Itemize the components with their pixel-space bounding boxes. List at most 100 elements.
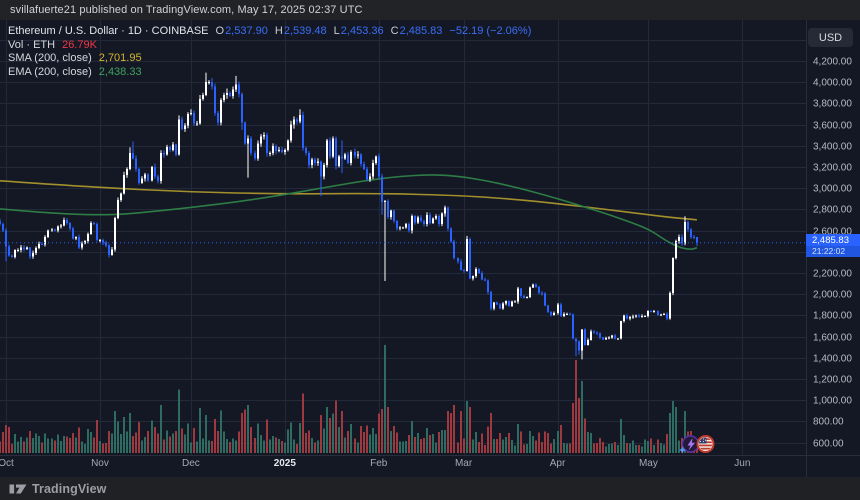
candle-body (405, 224, 407, 228)
candle-body (54, 229, 56, 231)
volume-bar (135, 432, 137, 453)
candle-body (617, 338, 619, 340)
volume-bar (257, 423, 259, 453)
candle-body (611, 335, 613, 338)
volume-bar (563, 442, 565, 453)
candle-body (472, 276, 474, 279)
price-tick-label: 3,200.00 (813, 163, 852, 174)
candle-body (420, 217, 422, 222)
candle-body (672, 258, 674, 294)
candle-body (193, 112, 195, 124)
volume-bar (275, 437, 277, 453)
time-axis-drag-area[interactable] (0, 456, 806, 477)
volume-bar (72, 432, 74, 453)
candle-body (235, 84, 237, 90)
volume-bar (75, 437, 77, 453)
volume-bar (54, 440, 56, 453)
volume-bar (647, 440, 649, 453)
chart-card: 4,200.00 4,000.00 3,800.00 3,600.00 3,400.00… (0, 20, 860, 477)
tradingview-logo-text: TradingView (32, 481, 107, 496)
volume-bar (57, 434, 59, 453)
candle-body (211, 82, 213, 87)
tradingview-logo-link[interactable]: TradingView (9, 482, 107, 496)
volume-bar (538, 432, 540, 453)
candle-body (223, 94, 225, 101)
price-tick-label: 2,600.00 (813, 227, 852, 238)
candle-body (266, 135, 268, 154)
lightning-sticker-icon[interactable] (679, 435, 700, 454)
candle-body (538, 286, 540, 294)
currency-toggle-button[interactable]: USD (808, 28, 853, 47)
volume-bar (308, 430, 310, 453)
volume-bar (578, 398, 580, 453)
candle-body (384, 200, 386, 202)
volume-bar (23, 441, 25, 453)
volume-bar (2, 432, 4, 453)
volume-bar (181, 428, 183, 453)
volume-bar (584, 418, 586, 453)
price-tick-label: 1,400.00 (813, 354, 852, 365)
candle-body (514, 301, 516, 303)
volume-bar (0, 441, 1, 453)
candle-body (281, 150, 283, 153)
volume-bar (532, 435, 534, 453)
price-tick-label: 600.00 (813, 439, 844, 450)
price-tick-label: 2,200.00 (813, 269, 852, 280)
candle-body (0, 221, 1, 225)
candle-body (208, 82, 210, 84)
volume-bar (672, 401, 674, 453)
flag-stripe (698, 444, 713, 447)
volume-bar (590, 433, 592, 453)
usa-flag-sticker-icon[interactable] (696, 435, 715, 453)
volume-bar (260, 434, 262, 453)
volume-bar (93, 437, 95, 453)
volume-bar (151, 420, 153, 453)
volume-bar (435, 442, 437, 453)
candle-body (41, 243, 43, 245)
volume-bar (393, 425, 395, 453)
candle-body (299, 115, 301, 122)
volume-bar (463, 438, 465, 453)
chart-canvas[interactable]: 4,200.00 4,000.00 3,800.00 3,600.00 3,400.00… (0, 20, 860, 477)
candle-body (172, 144, 174, 151)
publish-info-bar: svillafuerte21 published on TradingView.… (0, 0, 860, 20)
volume-bar (341, 411, 343, 453)
volume-bar (466, 401, 468, 453)
candle-body (544, 293, 546, 306)
candle-body (678, 236, 680, 242)
volume-bar (202, 438, 204, 453)
volume-bar (493, 439, 495, 453)
candle-body (541, 293, 543, 295)
volume-bar (196, 441, 198, 453)
candle-body (390, 210, 392, 217)
candle-body (44, 236, 46, 245)
volume-bar (529, 431, 531, 453)
volume-bar (635, 445, 637, 453)
flag-star (704, 439, 707, 441)
volume-bar (323, 428, 325, 453)
volume-bar (396, 432, 398, 453)
candle-body (644, 315, 646, 317)
volume-bar (105, 443, 107, 453)
flag-star (702, 440, 705, 443)
candle-body (338, 156, 340, 166)
volume-bar (178, 389, 180, 453)
volume-bar (441, 430, 443, 453)
volume-bar (626, 443, 628, 453)
price-tick-label: 1,800.00 (813, 311, 852, 322)
volume-bar (138, 422, 140, 453)
volume-bar (20, 436, 22, 453)
candle-body (135, 158, 137, 170)
candle-body (341, 156, 343, 159)
candle-body (38, 243, 40, 249)
candle-body (490, 292, 492, 309)
volume-bar (226, 439, 228, 453)
volume-bar (160, 404, 162, 453)
volume-bar (569, 443, 571, 453)
volume-bar (244, 409, 246, 453)
candle-body (626, 315, 628, 319)
price-tick-label: 3,600.00 (813, 121, 852, 132)
candle-body (363, 163, 365, 170)
price-tick-label: 2,800.00 (813, 205, 852, 216)
candle-body (438, 215, 440, 225)
